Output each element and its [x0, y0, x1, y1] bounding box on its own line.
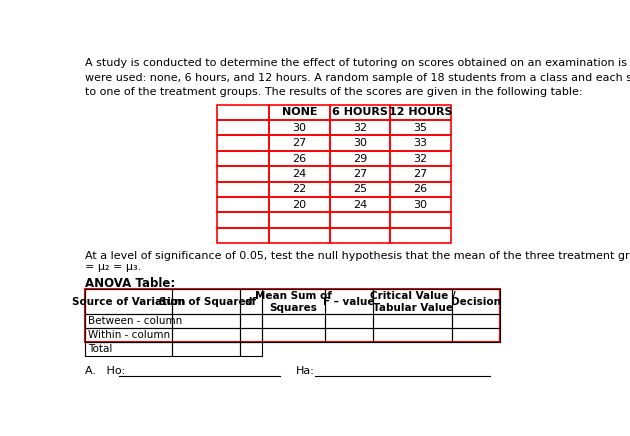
Bar — [452, 290, 500, 314]
Text: 24: 24 — [292, 169, 307, 179]
Text: Source of Variation: Source of Variation — [72, 297, 185, 307]
Text: 27: 27 — [292, 138, 307, 148]
Bar — [270, 120, 330, 136]
Bar — [330, 136, 391, 151]
Text: 27: 27 — [413, 169, 428, 179]
Bar — [452, 314, 500, 328]
Bar — [391, 151, 450, 166]
Bar — [217, 212, 270, 228]
Bar — [391, 105, 450, 120]
Bar — [217, 120, 270, 136]
Text: 35: 35 — [413, 123, 428, 133]
Text: 29: 29 — [353, 153, 367, 164]
Bar — [217, 197, 270, 212]
Text: Critical Value /
Tabular Value: Critical Value / Tabular Value — [370, 291, 455, 313]
Text: 24: 24 — [353, 200, 367, 210]
Bar — [391, 120, 450, 136]
Text: = μ₂ = μ₃.: = μ₂ = μ₃. — [85, 262, 141, 272]
Bar — [391, 136, 450, 151]
Bar — [217, 166, 270, 182]
Bar — [172, 342, 240, 356]
Text: 33: 33 — [413, 138, 428, 148]
Bar — [85, 290, 172, 314]
Bar — [217, 136, 270, 151]
Text: 25: 25 — [353, 184, 367, 194]
Bar — [330, 212, 391, 228]
Bar — [270, 182, 330, 197]
Bar — [240, 290, 261, 314]
Bar — [217, 105, 270, 120]
Bar — [261, 314, 325, 328]
Bar — [330, 228, 391, 243]
Bar — [270, 151, 330, 166]
Bar — [330, 166, 391, 182]
Bar — [330, 105, 391, 120]
Bar — [391, 166, 450, 182]
Text: Ha:: Ha: — [295, 367, 314, 376]
Text: 20: 20 — [292, 200, 307, 210]
Text: 12 HOURS: 12 HOURS — [389, 107, 452, 117]
Bar — [452, 328, 500, 342]
Bar — [270, 136, 330, 151]
Text: 30: 30 — [292, 123, 307, 133]
Bar — [391, 197, 450, 212]
Bar — [217, 182, 270, 197]
Text: df: df — [244, 297, 257, 307]
Text: A study is conducted to determine the effect of tutoring on scores obtained on a: A study is conducted to determine the ef… — [85, 58, 630, 97]
Bar — [172, 328, 240, 342]
Bar — [330, 197, 391, 212]
Bar — [373, 328, 452, 342]
Bar — [270, 228, 330, 243]
Text: NONE: NONE — [282, 107, 318, 117]
Bar — [85, 314, 172, 328]
Text: Between - column: Between - column — [88, 316, 182, 326]
Bar — [217, 228, 270, 243]
Bar — [391, 182, 450, 197]
Bar — [217, 151, 270, 166]
Bar — [325, 314, 373, 328]
Bar — [330, 182, 391, 197]
Text: 26: 26 — [292, 153, 307, 164]
Text: Sum of Squares: Sum of Squares — [159, 297, 252, 307]
Bar — [172, 290, 240, 314]
Text: 6 HOURS: 6 HOURS — [332, 107, 388, 117]
Bar — [85, 328, 172, 342]
Text: 22: 22 — [292, 184, 307, 194]
Bar — [330, 151, 391, 166]
Text: Within - column: Within - column — [88, 330, 170, 340]
Text: 30: 30 — [413, 200, 428, 210]
Text: ANOVA Table:: ANOVA Table: — [85, 277, 175, 290]
Bar — [172, 314, 240, 328]
Bar — [261, 290, 325, 314]
Text: 30: 30 — [353, 138, 367, 148]
Bar — [330, 120, 391, 136]
Text: Decision: Decision — [451, 297, 501, 307]
Bar — [270, 197, 330, 212]
Bar — [373, 314, 452, 328]
Text: A.   Ho:: A. Ho: — [85, 367, 125, 376]
Bar — [270, 212, 330, 228]
Text: Total: Total — [88, 344, 112, 354]
Text: 32: 32 — [413, 153, 428, 164]
Bar — [85, 342, 172, 356]
Bar — [270, 105, 330, 120]
Bar — [270, 166, 330, 182]
Bar — [85, 290, 500, 342]
Bar — [391, 212, 450, 228]
Bar — [325, 328, 373, 342]
Bar — [391, 228, 450, 243]
Text: At a level of significance of 0.05, test the null hypothesis that the mean of th: At a level of significance of 0.05, test… — [85, 251, 630, 261]
Bar — [325, 290, 373, 314]
Bar — [373, 290, 452, 314]
Bar — [240, 342, 261, 356]
Bar — [240, 328, 261, 342]
Text: F – value: F – value — [323, 297, 375, 307]
Text: 26: 26 — [413, 184, 428, 194]
Bar — [240, 314, 261, 328]
Bar — [261, 328, 325, 342]
Text: Mean Sum of
Squares: Mean Sum of Squares — [255, 291, 332, 313]
Text: 27: 27 — [353, 169, 367, 179]
Text: 32: 32 — [353, 123, 367, 133]
